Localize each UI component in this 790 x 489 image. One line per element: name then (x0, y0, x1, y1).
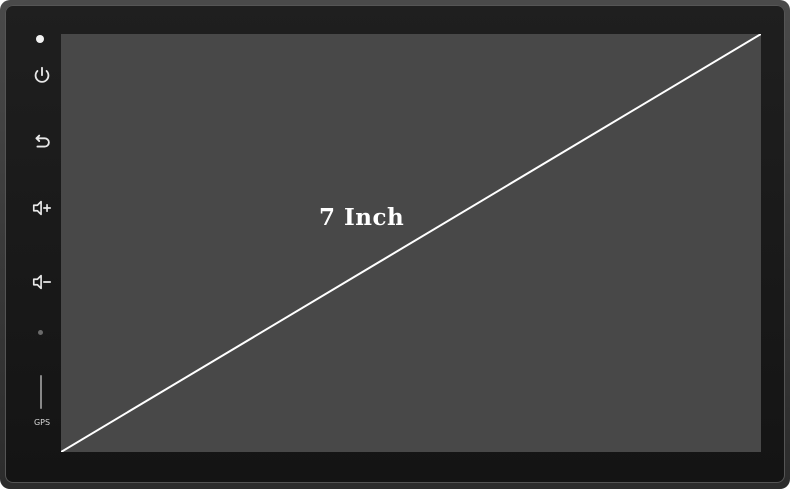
diagonal-measure-line (61, 34, 761, 452)
sd-card-slot[interactable] (40, 375, 42, 409)
back-arrow-icon (35, 134, 50, 148)
bezel: GPS 7 Inch (5, 5, 785, 483)
microphone-hole (38, 330, 43, 335)
power-button[interactable] (27, 61, 57, 91)
volume-down-icon (32, 274, 52, 290)
indicator-led (36, 35, 44, 43)
gps-label: GPS (33, 418, 51, 427)
display-screen[interactable]: 7 Inch (61, 34, 761, 452)
power-icon (34, 66, 50, 83)
volume-up-button[interactable] (27, 193, 57, 223)
volume-up-icon (32, 200, 52, 216)
volume-down-button[interactable] (27, 267, 57, 297)
back-button[interactable] (27, 127, 57, 157)
screen-size-label: 7 Inch (319, 204, 405, 231)
